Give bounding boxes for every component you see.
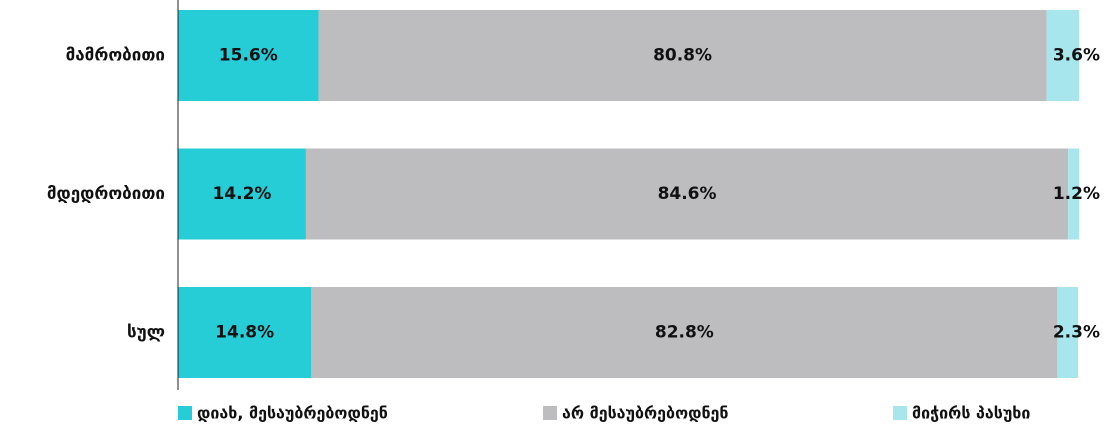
value-label: 80.8%	[653, 46, 712, 66]
bar-segment	[178, 148, 306, 240]
legend-swatch	[893, 406, 907, 420]
value-label: 14.8%	[215, 323, 274, 343]
value-label: 2.3%	[1053, 323, 1100, 343]
bar-segment	[305, 148, 1069, 240]
value-label: 82.8%	[655, 323, 714, 343]
bar-segment	[1057, 287, 1079, 378]
y-tick-label: მამრობითი	[66, 46, 165, 66]
bar-segment	[178, 10, 319, 101]
y-tick-label: სულ	[127, 323, 165, 343]
value-label: 15.6%	[219, 46, 278, 66]
legend-swatch	[178, 406, 192, 420]
legend-label: დიახ, მესაუბრებოდნენ	[197, 404, 388, 423]
legend-label: არ მესაუბრებოდნენ	[562, 404, 729, 423]
y-tick-label: მდედრობითი	[47, 184, 165, 204]
value-label: 1.2%	[1053, 184, 1100, 204]
legend-label: მიჭირს პასუხი	[912, 404, 1030, 423]
value-label: 84.6%	[658, 184, 717, 204]
bar-segment	[311, 287, 1058, 378]
bar-segment	[1046, 10, 1079, 101]
value-label: 14.2%	[212, 184, 271, 204]
legend-swatch	[543, 406, 557, 420]
bar-segment	[318, 10, 1047, 101]
bar-segment	[178, 287, 312, 378]
value-label: 3.6%	[1053, 46, 1100, 66]
bar-segment	[1068, 148, 1079, 240]
